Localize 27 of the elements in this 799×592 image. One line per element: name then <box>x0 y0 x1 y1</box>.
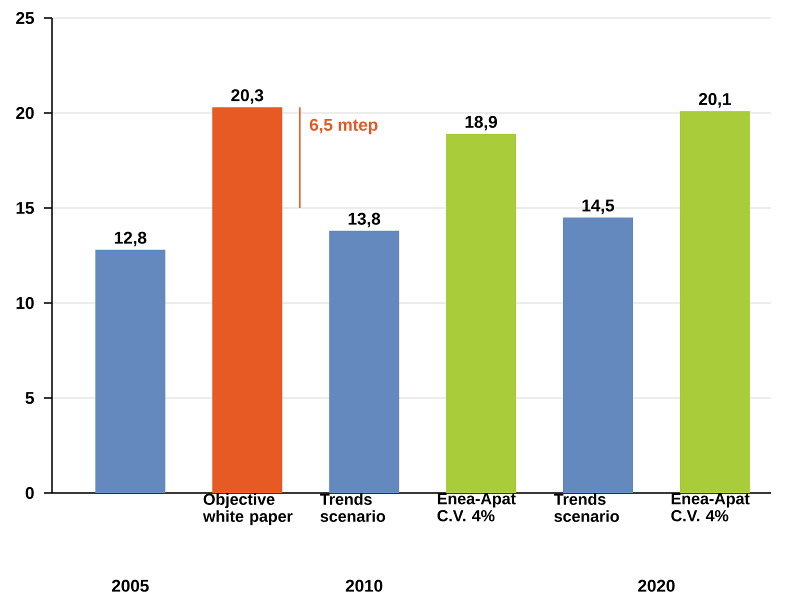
text: 2020 <box>638 580 675 592</box>
y-tick-label: 20 <box>16 106 34 120</box>
bar <box>562 218 633 493</box>
x-tick-label: Enea-Apat C.V. 4% <box>438 493 516 522</box>
text: 2010 <box>346 580 382 592</box>
bar <box>95 250 166 493</box>
x-tick-label: Objective white paper <box>202 493 293 526</box>
bar <box>329 230 400 493</box>
bar <box>446 134 516 493</box>
y-tick-label: 15 <box>16 202 34 214</box>
data-label: 18,9 <box>466 116 497 130</box>
x-tick-label: Trends scenario <box>320 493 386 522</box>
y-tick-label: 0 <box>26 486 34 500</box>
x-tick-label: Enea-Apat C.V. 4% <box>671 493 750 522</box>
y-tick-label: 5 <box>26 392 34 404</box>
data-label: 20,1 <box>698 93 731 108</box>
x-tick-label: Trends scenario <box>554 493 619 522</box>
bar <box>680 111 750 493</box>
y-tick-label: 25 <box>16 12 34 24</box>
data-label: 12,8 <box>114 232 146 246</box>
y-tick-label: 10 <box>16 296 34 310</box>
text: 2005 <box>112 580 149 592</box>
data-label: 20,3 <box>231 89 264 104</box>
bar <box>212 107 282 493</box>
data-label: 13,8 <box>348 212 380 228</box>
data-label: 14,5 <box>582 200 614 214</box>
annotation: 6,5 mtep <box>310 118 378 134</box>
